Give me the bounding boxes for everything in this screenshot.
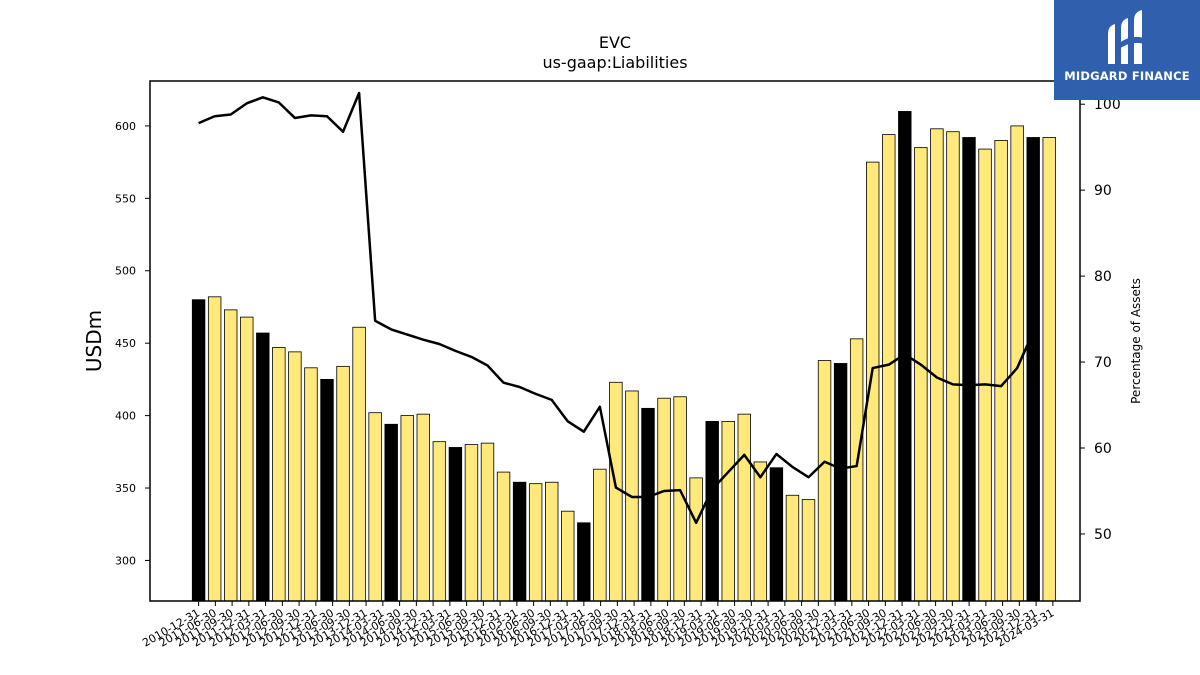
y2-tick-label-60: 60 <box>1094 441 1112 457</box>
bar-2019-06-30 <box>737 413 752 602</box>
y2-tick-label-70: 70 <box>1094 355 1112 371</box>
midgard-logo-icon <box>1108 10 1144 64</box>
bar-2022-12-31 <box>962 137 976 602</box>
line-layer <box>198 91 1035 525</box>
bar-2016-09-30 <box>561 510 575 602</box>
bar-2015-09-30 <box>496 471 511 602</box>
bar-2020-06-30 <box>801 499 816 602</box>
plot-frame <box>149 80 1081 602</box>
bar-2011-03-31 <box>207 296 222 602</box>
y2-axis-label: Percentage of Assets <box>1129 278 1143 404</box>
bar-2016-12-31 <box>577 522 591 602</box>
y-axis-right: 50 60 70 80 90 100 <box>1080 97 1121 543</box>
y-tick-label-500: 500 <box>115 265 136 278</box>
bar-2021-09-30 <box>882 134 896 602</box>
y2-tick-label-80: 80 <box>1094 269 1112 285</box>
bar-2017-03-31 <box>593 468 607 602</box>
y2-tick-label-50: 50 <box>1094 527 1112 543</box>
bar-2019-09-30 <box>753 461 768 602</box>
bar-2015-12-31 <box>512 481 527 602</box>
y-axis-left: 300 350 400 450 500 550 600 <box>115 120 150 567</box>
bar-2018-09-30 <box>689 477 703 602</box>
bar-2017-06-30 <box>609 381 623 602</box>
chart-title: EVC <box>599 33 631 52</box>
y-axis-label: USDm <box>82 310 106 372</box>
bar-2018-12-31 <box>705 420 719 602</box>
bar-2022-09-30 <box>946 131 960 602</box>
bar-2014-06-30 <box>416 413 431 602</box>
bar-2018-03-31 <box>657 397 671 602</box>
bar-2023-12-31 <box>1026 137 1040 602</box>
bar-2020-03-31 <box>785 494 800 602</box>
bar-2014-03-31 <box>400 415 414 602</box>
y2-tick-label-90: 90 <box>1094 183 1112 199</box>
bar-2019-12-31 <box>769 467 784 602</box>
y-tick-label-450: 450 <box>115 337 136 350</box>
bar-2022-03-31 <box>914 147 928 602</box>
brand-logo: MIDGARD FINANCE <box>1054 0 1200 100</box>
y2-tick-label-100: 100 <box>1094 97 1121 113</box>
bar-2023-03-31 <box>978 148 992 602</box>
bar-2021-03-31 <box>849 338 864 602</box>
x-axis: 2010-12-312011-06-302011-09-302011-12-31… <box>140 601 1056 650</box>
bar-2020-12-31 <box>833 363 848 602</box>
bars-layer <box>191 111 1056 602</box>
bar-2016-06-30 <box>545 481 559 602</box>
bar-2017-12-31 <box>641 407 655 602</box>
bar-2013-09-30 <box>368 412 382 602</box>
bar-2013-03-31 <box>336 365 350 602</box>
bar-2011-09-30 <box>240 316 254 602</box>
bar-2019-03-31 <box>721 420 735 602</box>
bar-2013-06-30 <box>352 326 366 602</box>
bar-2012-06-30 <box>288 351 302 602</box>
bar-2023-09-30 <box>1010 125 1024 602</box>
bar-2024-03-31 <box>1042 137 1056 602</box>
bar-2023-06-30 <box>994 139 1008 602</box>
y-tick-label-350: 350 <box>115 482 136 495</box>
series-line-percentage-of-assets <box>198 91 1035 525</box>
bar-2011-12-31 <box>256 332 270 602</box>
bar-2014-12-31 <box>448 447 463 602</box>
bar-2020-09-30 <box>817 360 832 602</box>
y-tick-label-400: 400 <box>115 410 136 423</box>
bar-2015-03-31 <box>464 444 479 602</box>
bar-2014-09-30 <box>432 441 447 602</box>
bar-2012-09-30 <box>304 367 318 602</box>
bar-2010-12-31 <box>191 299 206 602</box>
bar-2012-03-31 <box>272 347 286 602</box>
bar-2022-06-30 <box>930 128 944 602</box>
bar-2011-06-30 <box>223 309 238 602</box>
bar-2016-03-31 <box>528 483 543 602</box>
bar-2013-12-31 <box>384 423 398 602</box>
brand-name: MIDGARD FINANCE <box>1064 69 1190 83</box>
y-tick-label-300: 300 <box>115 554 136 567</box>
bar-2012-12-31 <box>320 378 334 602</box>
y-tick-label-600: 600 <box>115 120 136 133</box>
chart-subtitle: us-gaap:Liabilities <box>542 53 687 72</box>
bar-2015-06-30 <box>480 442 495 602</box>
bar-2021-06-30 <box>866 161 880 602</box>
y-tick-label-550: 550 <box>115 192 136 205</box>
